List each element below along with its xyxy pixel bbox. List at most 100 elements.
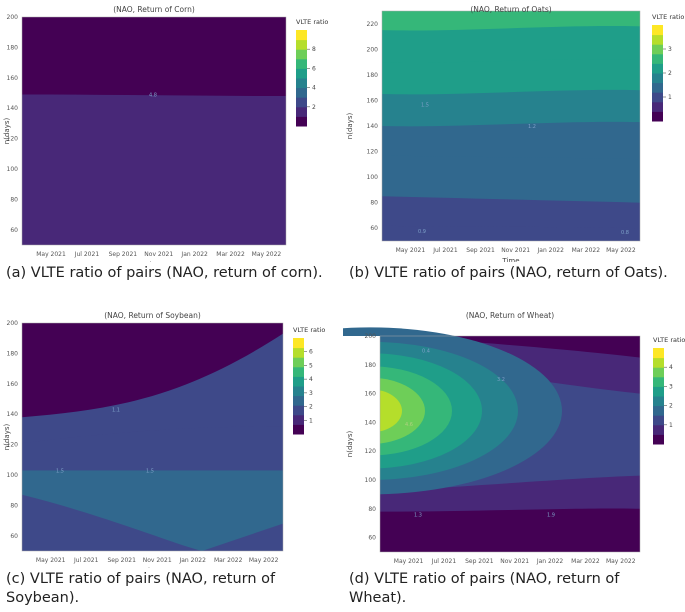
x-tick-label: Sep 2021: [107, 557, 136, 564]
colorbar-segment: [296, 97, 307, 108]
chart-title: (NAO, Return of Oats): [470, 5, 551, 14]
caption-a: (a) VLTE ratio of pairs (NAO, return of …: [6, 265, 323, 281]
colorbar-segment: [652, 101, 663, 112]
contour-chart-oats: 1.5 1.2 0.9 0.8 (NAO, Return of Oats) Time n(d…: [346, 5, 684, 262]
colorbar-segment: [293, 366, 304, 377]
y-tick-label: 200: [7, 14, 19, 21]
colorbar-segment: [296, 39, 307, 50]
y-tick-label: 80: [368, 506, 376, 513]
colorbar-segment: [296, 116, 307, 127]
colorbar-segment: [653, 357, 664, 368]
x-tick-label: May 2022: [606, 558, 636, 565]
colorbar-tick-label: 2: [309, 404, 313, 411]
y-tick-label: 80: [10, 196, 18, 203]
contour-label: 1.5: [146, 468, 154, 474]
y-tick-label: 160: [7, 381, 19, 388]
x-axis-label: Time: [144, 261, 162, 262]
y-tick-label: 60: [10, 227, 18, 234]
x-tick-label: Jan 2022: [178, 557, 206, 564]
colorbar-title: VLTE ratio: [296, 18, 328, 26]
colorbar-segment: [296, 78, 307, 89]
chart-title: (NAO, Return of Soybean): [104, 311, 201, 320]
y-tick-label: 140: [7, 105, 19, 112]
y-tick-label: 140: [367, 123, 379, 130]
colorbar-segment: [653, 386, 664, 397]
colorbar-tick-label: 1: [669, 422, 673, 429]
y-tick-label: 120: [367, 149, 379, 156]
colorbar-tick-label: 8: [312, 46, 316, 53]
contour-label: 1.9: [547, 513, 555, 519]
colorbar-segment: [293, 395, 304, 406]
x-tick-label: Nov 2021: [143, 557, 172, 564]
x-tick-label: Jan 2022: [180, 251, 208, 258]
caption-c: (c) VLTE ratio of pairs (NAO, return of …: [6, 571, 276, 606]
contour-region: [382, 225, 640, 241]
y-axis-label: n(days): [346, 431, 354, 458]
y-axis-label: n(days): [346, 113, 354, 140]
colorbar-segment: [652, 73, 663, 84]
contour-label: 3.2: [497, 377, 505, 383]
colorbar-segment: [652, 63, 663, 74]
y-tick-label: 220: [367, 21, 379, 28]
x-tick-label: May 2022: [606, 247, 636, 254]
colorbar-segment: [296, 30, 307, 41]
x-tick-label: Nov 2021: [144, 251, 173, 258]
x-axis-label: Time: [501, 257, 519, 262]
colorbar-segment: [296, 87, 307, 98]
x-tick-label: Jan 2022: [537, 247, 565, 254]
colorbar-segment: [296, 49, 307, 60]
x-tick-label: Jan 2022: [536, 558, 564, 565]
x-tick-label: Sep 2021: [109, 251, 138, 258]
contour-region-bottom: [22, 94, 286, 246]
colorbar-segment: [293, 424, 304, 435]
contour-chart-corn: 4.8 (NAO, Return of Corn) Time n(days) 60 80 1…: [3, 5, 328, 262]
colorbar-tick-label: 5: [309, 362, 313, 369]
colorbar-tick-label: 4: [309, 376, 313, 383]
colorbar-segment: [293, 357, 304, 368]
colorbar-segment: [653, 405, 664, 416]
colorbar-segment: [293, 376, 304, 387]
y-tick-label: 140: [7, 411, 19, 418]
x-tick-label: Sep 2021: [466, 247, 495, 254]
colorbar-segment: [652, 25, 663, 36]
y-tick-label: 160: [7, 75, 19, 82]
colorbar-segment: [652, 82, 663, 93]
colorbar-tick-label: 6: [312, 65, 316, 72]
y-tick-label: 160: [367, 97, 379, 104]
colorbar-segment: [653, 348, 664, 359]
colorbar-segment: [293, 338, 304, 349]
colorbar-tick-label: 2: [668, 70, 672, 77]
y-tick-label: 120: [7, 136, 19, 143]
y-tick-label: 80: [10, 502, 18, 509]
x-tick-label: May 2021: [396, 247, 426, 254]
x-tick-label: May 2022: [249, 557, 279, 564]
y-tick-label: 200: [367, 46, 379, 53]
colorbar-segment: [293, 386, 304, 397]
colorbar-tick-label: 4: [312, 85, 316, 92]
x-axis-label: Time: [143, 567, 161, 568]
caption-b: (b) VLTE ratio of pairs (NAO, return of …: [349, 265, 668, 281]
plot-border: [379, 335, 641, 553]
contour-label: 0.4: [422, 348, 430, 354]
colorbar-segment: [653, 415, 664, 426]
x-tick-label: Sep 2021: [465, 558, 494, 565]
x-tick-label: Mar 2022: [571, 558, 600, 565]
colorbar-tick-label: 2: [312, 104, 316, 111]
chart-title: (NAO, Return of Wheat): [466, 311, 554, 320]
x-tick-label: Mar 2022: [572, 247, 601, 254]
y-tick-label: 80: [370, 200, 378, 207]
y-tick-label: 180: [365, 362, 377, 369]
colorbar-tick-label: 1: [668, 94, 672, 101]
colorbar-segment: [652, 34, 663, 45]
y-tick-label: 120: [365, 448, 377, 455]
colorbar-title: VLTE ratio: [652, 13, 684, 21]
colorbar-segment: [652, 44, 663, 55]
colorbar-tick-label: 3: [668, 46, 672, 53]
x-tick-label: Nov 2021: [501, 247, 530, 254]
y-tick-label: 60: [368, 535, 376, 542]
colorbar-tick-label: 3: [309, 390, 313, 397]
colorbar-title: VLTE ratio: [293, 326, 325, 334]
contour-label: 1.1: [112, 408, 120, 414]
chart-title: (NAO, Return of Corn): [113, 5, 195, 14]
x-tick-label: May 2022: [252, 251, 282, 258]
